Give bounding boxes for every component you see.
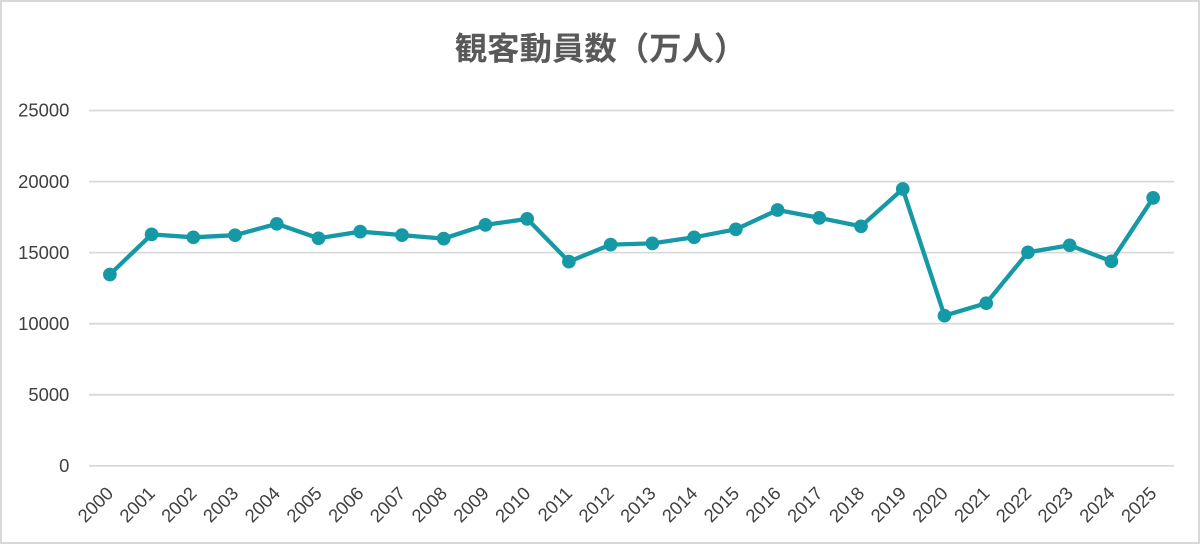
svg-text:10000: 10000 xyxy=(18,313,69,334)
svg-text:15000: 15000 xyxy=(18,242,69,263)
svg-text:0: 0 xyxy=(59,455,69,476)
svg-text:20000: 20000 xyxy=(18,171,69,192)
svg-text:25000: 25000 xyxy=(18,100,69,121)
svg-text:5000: 5000 xyxy=(28,384,69,405)
